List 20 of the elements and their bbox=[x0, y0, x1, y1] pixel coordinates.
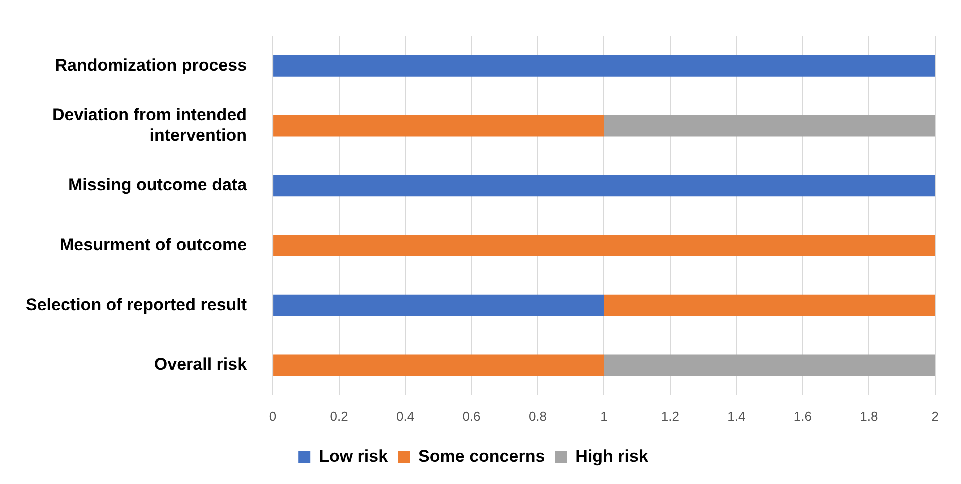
y-tick-label: Missing outcome data bbox=[68, 176, 248, 195]
y-tick-label: Randomization process bbox=[55, 56, 248, 75]
legend-label: High risk bbox=[576, 447, 649, 466]
x-tick-label: 1.2 bbox=[661, 408, 680, 424]
x-tick-label: 0.6 bbox=[462, 408, 481, 424]
y-tick-label: Mesurment of outcome bbox=[60, 235, 248, 254]
legend-label: Low risk bbox=[319, 447, 389, 466]
legend-label: Some concerns bbox=[418, 447, 546, 466]
x-tick-label: 1 bbox=[600, 408, 608, 424]
y-tick-label: Deviation from intended intervention bbox=[52, 105, 248, 145]
x-tick-label: 1.8 bbox=[860, 408, 878, 424]
x-tick-label: 1.4 bbox=[728, 408, 746, 424]
x-tick-label: 0.2 bbox=[330, 408, 348, 424]
x-tick-label: 2 bbox=[932, 408, 939, 424]
y-tick-label: Overall risk bbox=[154, 355, 248, 374]
x-tick-label: 0 bbox=[269, 408, 277, 424]
x-tick-label: 0.8 bbox=[528, 408, 548, 424]
x-tick-label: 1.6 bbox=[794, 408, 812, 424]
y-tick-label: Selection of reported result bbox=[26, 295, 248, 314]
x-tick-label: 0.4 bbox=[396, 408, 415, 424]
